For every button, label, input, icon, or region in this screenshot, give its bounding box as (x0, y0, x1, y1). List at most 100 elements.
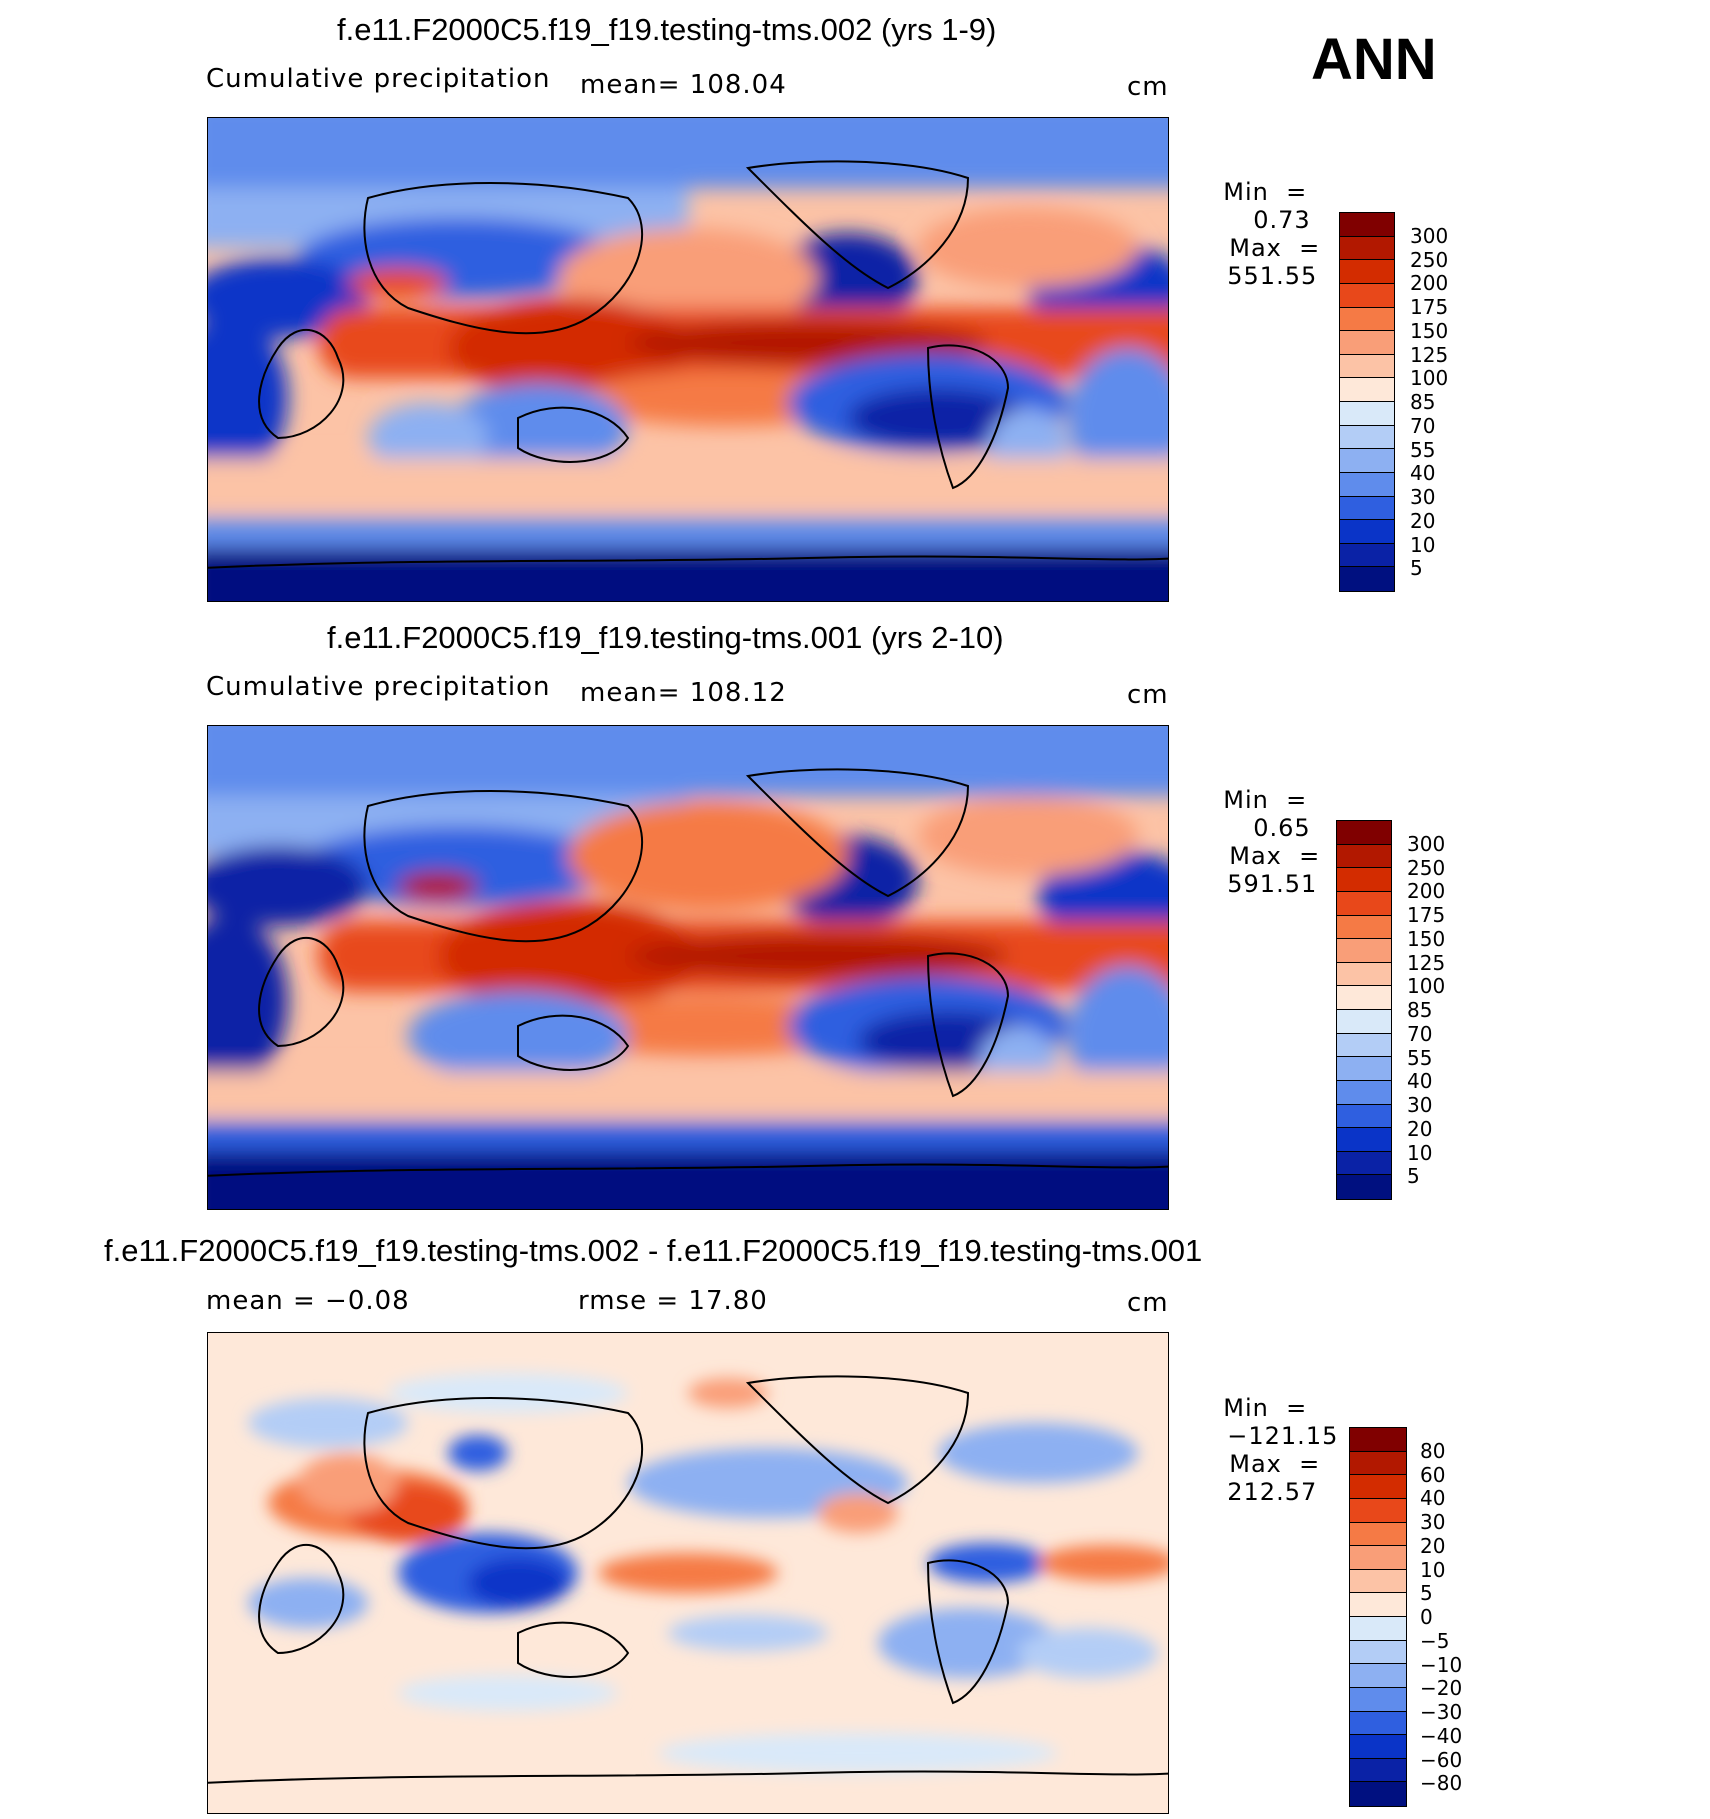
colorbar-swatch (1350, 1522, 1406, 1547)
colorbar-swatch (1337, 939, 1391, 963)
colorbar-label: 5 (1420, 1581, 1433, 1606)
panel-1-minmax: Min = 0.73 Max = 551.55 (1206, 150, 1320, 290)
colorbar-swatch (1337, 915, 1391, 940)
panel-1-colorbar (1339, 212, 1395, 592)
colorbar-swatch (1350, 1687, 1406, 1712)
panel-1-min-value: 0.73 (1253, 206, 1311, 234)
colorbar-swatch (1337, 868, 1391, 892)
colorbar-swatch (1350, 1640, 1406, 1665)
colorbar-swatch (1350, 1735, 1406, 1759)
colorbar-label: −60 (1420, 1747, 1463, 1772)
colorbar-swatch (1337, 1151, 1391, 1176)
panel-3-map-field (208, 1333, 1168, 1813)
panel-1-min-label: Min = (1223, 178, 1308, 206)
colorbar-label: 80 (1420, 1438, 1446, 1463)
panel-2-minmax: Min = 0.65 Max = 591.51 (1206, 758, 1320, 898)
colorbar-label: 300 (1410, 223, 1449, 248)
panel-2-map (207, 725, 1169, 1210)
colorbar-label: 20 (1420, 1533, 1446, 1558)
colorbar-label: 200 (1407, 879, 1446, 904)
panel-3-colorbar-labels: 80 60 40 30 20 10 5 0 −5 −10 −20 −30 −40 −60 −80 (1420, 1427, 1520, 1807)
colorbar-swatch (1340, 354, 1394, 379)
colorbar-label: 10 (1420, 1557, 1446, 1582)
colorbar-label: 150 (1407, 926, 1446, 951)
panel-3-min-value: −121.15 (1227, 1422, 1339, 1450)
colorbar-label: −40 (1420, 1723, 1463, 1748)
colorbar-swatch (1340, 402, 1394, 426)
colorbar-label: 100 (1410, 366, 1449, 391)
colorbar-swatch (1337, 1128, 1391, 1152)
panel-2-mean-label: mean= 108.12 (580, 678, 787, 708)
panel-3-max-label: Max = (1229, 1450, 1321, 1478)
colorbar-swatch (1337, 844, 1391, 869)
colorbar-label: 20 (1407, 1116, 1433, 1141)
colorbar-swatch (1340, 283, 1394, 308)
panel-1-mean-label: mean= 108.04 (580, 70, 787, 100)
panel-3-mean-label: mean = −0.08 (206, 1286, 410, 1316)
colorbar-label: 5 (1410, 556, 1423, 581)
panel-2-colorbar-labels: 300 250 200 175 150 125 100 85 70 55 40 30 20 10 5 (1407, 820, 1507, 1200)
panel-2-variable-label: Cumulative precipitation (206, 672, 551, 702)
colorbar-label: 10 (1410, 532, 1436, 557)
colorbar-swatch (1340, 543, 1394, 568)
panel-3-min-label: Min = (1223, 1394, 1308, 1422)
panel-2-min-label: Min = (1223, 786, 1308, 814)
colorbar-label: 250 (1407, 855, 1446, 880)
colorbar-label: 10 (1407, 1140, 1433, 1165)
colorbar-swatch (1337, 1080, 1391, 1105)
colorbar-swatch (1350, 1428, 1406, 1452)
colorbar-swatch (1350, 1593, 1406, 1617)
panel-1-units: cm (1127, 72, 1169, 102)
panel-3-colorbar (1349, 1427, 1407, 1807)
panel-1-variable-label: Cumulative precipitation (206, 64, 551, 94)
colorbar-label: 40 (1410, 461, 1436, 486)
colorbar-swatch (1337, 1057, 1391, 1081)
colorbar-swatch (1337, 821, 1391, 845)
colorbar-label: 30 (1407, 1093, 1433, 1117)
colorbar-label: −20 (1420, 1676, 1463, 1701)
colorbar-label: 55 (1410, 437, 1436, 462)
colorbar-swatch (1350, 1664, 1406, 1688)
colorbar-swatch (1350, 1617, 1406, 1641)
panel-2-max-label: Max = (1229, 842, 1321, 870)
panel-1-map (207, 117, 1169, 602)
colorbar-label: 100 (1407, 974, 1446, 999)
panel-2-title: f.e11.F2000C5.f19_f19.testing-tms.001 (y… (327, 620, 1004, 655)
colorbar-label: 5 (1407, 1164, 1420, 1189)
panel-1-max-label: Max = (1229, 234, 1321, 262)
colorbar-label: 40 (1407, 1069, 1433, 1094)
colorbar-swatch (1340, 472, 1394, 497)
colorbar-swatch (1337, 986, 1391, 1010)
colorbar-swatch (1340, 496, 1394, 521)
colorbar-label: 60 (1420, 1462, 1446, 1487)
colorbar-swatch (1337, 1104, 1391, 1129)
colorbar-swatch (1340, 520, 1394, 544)
colorbar-swatch (1340, 449, 1394, 473)
panel-3-max-value: 212.57 (1227, 1478, 1318, 1506)
colorbar-label: 85 (1410, 390, 1436, 414)
colorbar-swatch (1337, 1175, 1391, 1199)
panel-2-max-value: 591.51 (1227, 870, 1318, 898)
colorbar-swatch (1337, 1010, 1391, 1034)
panel-2-units: cm (1127, 680, 1169, 710)
panel-1-max-value: 551.55 (1227, 262, 1318, 290)
colorbar-swatch (1350, 1758, 1406, 1783)
colorbar-label: −5 (1420, 1628, 1450, 1653)
colorbar-label: 30 (1420, 1510, 1446, 1534)
panel-1-title: f.e11.F2000C5.f19_f19.testing-tms.002 (y… (337, 12, 997, 47)
colorbar-label: 125 (1410, 342, 1449, 367)
colorbar-label: 0 (1420, 1605, 1433, 1629)
colorbar-swatch (1337, 962, 1391, 987)
colorbar-swatch (1340, 213, 1394, 237)
colorbar-swatch (1340, 331, 1394, 355)
colorbar-label: −30 (1420, 1700, 1463, 1724)
panel-2-min-value: 0.65 (1253, 814, 1311, 842)
colorbar-swatch (1350, 1782, 1406, 1806)
colorbar-label: 55 (1407, 1045, 1433, 1070)
colorbar-swatch (1350, 1546, 1406, 1570)
colorbar-label: 30 (1410, 485, 1436, 509)
colorbar-swatch (1350, 1569, 1406, 1594)
colorbar-swatch (1350, 1451, 1406, 1476)
colorbar-label: 85 (1407, 998, 1433, 1022)
panel-2-colorbar (1336, 820, 1392, 1200)
